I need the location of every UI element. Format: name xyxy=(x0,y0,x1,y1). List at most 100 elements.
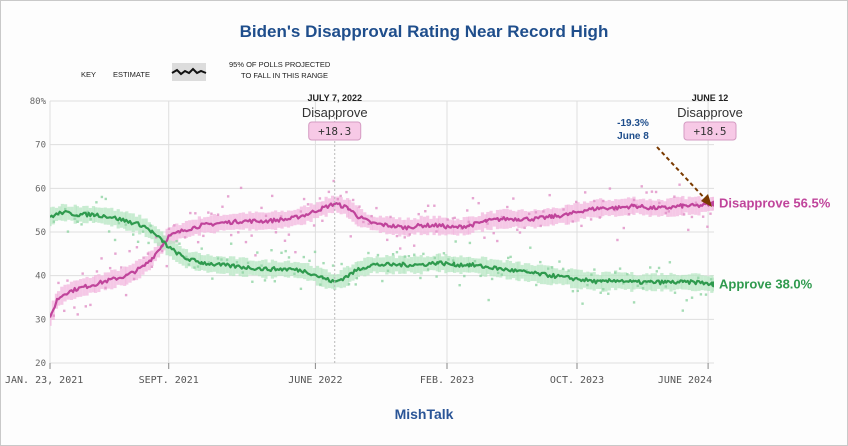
poll-dot xyxy=(677,279,680,283)
poll-dot xyxy=(616,238,619,242)
poll-dot xyxy=(136,240,140,244)
poll-dot xyxy=(626,272,629,276)
poll-dot xyxy=(451,217,455,220)
x-tick-label: JUNE 2024 xyxy=(658,375,712,386)
band-segment xyxy=(222,256,226,274)
poll-dot xyxy=(539,224,542,228)
poll-dot xyxy=(636,284,639,288)
band-segment xyxy=(315,202,320,219)
poll-dot xyxy=(308,259,311,262)
poll-dot xyxy=(640,185,643,188)
poll-dot xyxy=(598,216,601,219)
poll-dot xyxy=(664,211,668,215)
poll-dot xyxy=(458,283,461,287)
poll-dot xyxy=(362,268,365,271)
poll-dot xyxy=(496,239,499,243)
poll-dot xyxy=(306,203,310,206)
x-tick-label: JUNE 2022 xyxy=(288,375,342,386)
poll-dot xyxy=(207,211,210,214)
poll-dot xyxy=(319,283,322,286)
band-segment xyxy=(63,284,67,302)
x-axis-ticks: JAN. 23, 2021 SEPT. 2021 JUNE 2022 FEB. 202… xyxy=(5,363,712,386)
poll-dot xyxy=(709,212,712,215)
poll-dot xyxy=(681,309,685,312)
poll-dot xyxy=(200,247,203,250)
poll-dot xyxy=(593,199,596,203)
poll-dot xyxy=(256,251,259,254)
poll-dot xyxy=(477,201,480,205)
latest-label: Disapprove xyxy=(677,105,743,120)
end-label-disapprove: Disapprove 56.5% xyxy=(719,196,831,211)
band-segment xyxy=(601,272,605,292)
poll-dot xyxy=(113,238,117,242)
poll-dot xyxy=(64,207,67,211)
poll-dot xyxy=(260,264,263,267)
poll-dot xyxy=(567,269,570,272)
poll-dot xyxy=(283,239,287,242)
poll-dot xyxy=(678,183,681,186)
x-tick-label: JAN. 23, 2021 xyxy=(5,375,83,386)
poll-dot xyxy=(250,234,253,237)
poll-dot xyxy=(336,197,339,201)
band-segment xyxy=(73,204,77,224)
note-date: June 8 xyxy=(617,131,649,142)
band-segment xyxy=(134,216,139,231)
poll-dot xyxy=(274,231,278,234)
poll-dot xyxy=(150,265,154,269)
poll-dot xyxy=(483,236,486,239)
poll-dot xyxy=(690,215,694,219)
poll-dot xyxy=(196,240,200,244)
poll-dot xyxy=(447,258,450,261)
band-segment xyxy=(558,208,562,223)
poll-dot xyxy=(518,231,522,234)
poll-dot xyxy=(506,205,509,209)
poll-dot xyxy=(645,191,648,194)
poll-dot xyxy=(299,210,303,213)
poll-dot xyxy=(516,228,519,231)
poll-dot xyxy=(599,291,602,294)
poll-dot xyxy=(381,279,384,283)
poll-dot xyxy=(124,293,128,297)
poll-dot xyxy=(321,219,324,222)
poll-dot xyxy=(375,206,378,210)
y-tick-label: 60 xyxy=(35,184,46,194)
note-change: -19.3% xyxy=(617,118,649,129)
y-tick-label: 80% xyxy=(30,97,47,107)
poll-dot xyxy=(391,253,395,256)
chart-title: Biden's Disapproval Rating Near Record H… xyxy=(240,22,609,41)
poll-dot xyxy=(602,288,605,291)
band-segment xyxy=(63,204,68,222)
poll-dot xyxy=(100,195,104,199)
poll-dot xyxy=(542,210,545,213)
poll-dot xyxy=(645,282,648,285)
poll-dot xyxy=(618,267,622,270)
band-segment xyxy=(67,206,71,220)
poll-dot xyxy=(367,222,370,226)
poll-dot xyxy=(147,241,150,245)
key-range-label-2: TO FALL IN THIS RANGE xyxy=(241,71,328,80)
band-segment xyxy=(406,258,410,272)
poll-dot xyxy=(632,301,636,304)
poll-dot xyxy=(602,199,605,203)
poll-dot xyxy=(454,240,457,243)
poll-dot xyxy=(399,247,402,250)
poll-dot xyxy=(376,253,380,257)
key-estimate-label: ESTIMATE xyxy=(113,70,150,79)
poll-dot xyxy=(294,250,297,254)
poll-dot xyxy=(280,251,283,255)
latest-value-box xyxy=(683,121,737,141)
poll-dot xyxy=(100,257,103,260)
poll-dot xyxy=(251,280,254,283)
band-segment xyxy=(82,205,86,224)
poll-dot xyxy=(486,222,489,225)
poll-dot xyxy=(52,314,55,317)
key-range-label-1: 95% OF POLLS PROJECTED xyxy=(229,60,331,69)
poll-dot xyxy=(187,263,191,266)
poll-dot xyxy=(358,205,361,208)
poll-dot xyxy=(312,224,316,227)
poll-dot xyxy=(581,302,584,305)
poll-dot xyxy=(395,250,399,254)
poll-dot xyxy=(575,200,578,204)
poll-dot xyxy=(124,223,127,226)
